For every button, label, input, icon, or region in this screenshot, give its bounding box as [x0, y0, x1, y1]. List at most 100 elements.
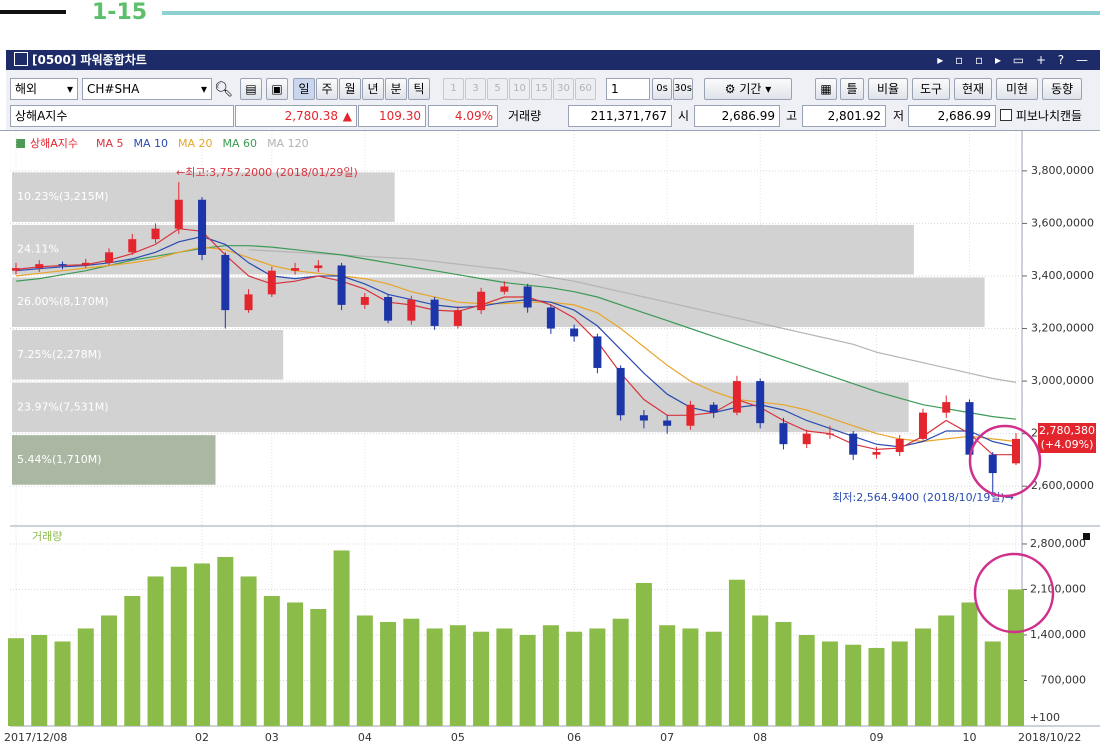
option-checkbox[interactable]: 피보나치캔들 — [1000, 107, 1082, 124]
volume-profile-bar — [12, 330, 284, 380]
quote-name: 상해A지수 — [10, 105, 234, 127]
volume-bar — [961, 602, 978, 726]
option-label: 피보나치캔들 — [1015, 109, 1083, 123]
legend-entry: MA 20 — [178, 137, 213, 150]
symbol: CH#SHA — [87, 82, 140, 96]
legend-entry: MA 60 — [223, 137, 258, 150]
interval-button[interactable]: 1 — [443, 78, 464, 100]
legend-entry: 상해A지수 — [30, 136, 78, 150]
volume-bar — [1008, 589, 1024, 726]
candle-body — [477, 291, 486, 311]
candle-body — [174, 199, 183, 229]
x-tick-label: 2018/10/22 — [1018, 731, 1081, 744]
y-tick-label: 3,200,0000 — [1031, 322, 1094, 335]
volume-profile-label: 10.23%(3,215M) — [17, 190, 109, 203]
tool-button[interactable]: 현재 — [954, 78, 992, 100]
period-button[interactable]: 주 — [316, 78, 338, 100]
candle-body — [337, 265, 346, 305]
period-button[interactable]: 틱 — [408, 78, 430, 100]
interval-button[interactable]: 30 — [553, 78, 574, 100]
search-button[interactable]: 🔍︎ — [214, 80, 234, 98]
tool-button[interactable]: 틀 — [840, 78, 864, 100]
candle-body — [872, 452, 881, 455]
count-input[interactable]: 1 — [606, 78, 650, 100]
tool-button[interactable]: 도구 — [912, 78, 950, 100]
quote-change-pct: 4.09% — [428, 105, 498, 127]
tool-button[interactable]: 미현 — [996, 78, 1038, 100]
window-titlebar: [0500] 파워종합차트 ▸ ▫ ▫ ▸ ▭ + ? — — [6, 50, 1100, 70]
candle-body — [732, 381, 741, 413]
candle-body — [965, 402, 974, 455]
volume-bar — [333, 550, 350, 726]
candle-body — [198, 199, 207, 255]
volume-bar — [217, 556, 234, 726]
window-title: [0500] 파워종합차트 — [32, 53, 147, 67]
candle-body — [12, 268, 20, 271]
legend-entry: MA 5 — [96, 137, 124, 150]
volume-bar — [77, 628, 94, 726]
volume-profile-label: 5.44%(1,710M) — [17, 453, 102, 466]
seconds-button[interactable]: 0s — [652, 78, 672, 100]
interval-button[interactable]: 3 — [465, 78, 486, 100]
x-tick-label: 2017/12/08 — [4, 731, 67, 744]
pane-marker — [1083, 533, 1090, 540]
volume-bar — [124, 595, 141, 726]
candle-body — [593, 336, 602, 368]
volume-profile-label: 7.25%(2,278M) — [17, 348, 102, 361]
period-button[interactable]: 월 — [339, 78, 361, 100]
load-button[interactable]: ▣ — [266, 78, 288, 100]
quote-open: 2,686.99 — [694, 105, 780, 127]
legend-icon — [16, 139, 25, 148]
legend-entry: 거래량 — [32, 530, 62, 543]
volume-bar — [310, 608, 327, 726]
low-annotation: 최저:2,564.9400 (2018/10/19일)→ — [832, 490, 1014, 504]
period-button[interactable]: 일 — [293, 78, 315, 100]
volume-bar — [54, 641, 71, 726]
high-annotation: ←최고:3,757.2000 (2018/01/29일) — [176, 165, 358, 179]
candle-body — [105, 252, 114, 263]
period-button[interactable]: 분 — [385, 78, 407, 100]
market-select[interactable]: 해외 ▾ — [10, 78, 78, 100]
candle-body — [988, 454, 997, 474]
x-tick-label: 03 — [265, 731, 279, 744]
save-button[interactable]: ▤ — [240, 78, 262, 100]
x-tick-label: 06 — [567, 731, 581, 744]
interval-button[interactable]: 5 — [487, 78, 508, 100]
y-tick-label: 3,800,0000 — [1031, 164, 1094, 177]
quote-high: 2,801.92 — [802, 105, 886, 127]
volume-bar — [705, 631, 722, 726]
interval-button[interactable]: 60 — [575, 78, 596, 100]
y-tick-label: 3,400,0000 — [1031, 269, 1094, 282]
seconds-button[interactable]: 30s — [673, 78, 693, 100]
interval-button[interactable]: 15 — [531, 78, 552, 100]
volume-profile-bar — [12, 277, 985, 328]
chart-icon-button[interactable]: ▦ — [815, 78, 837, 100]
candle-body — [430, 299, 439, 326]
volume-bar — [891, 641, 908, 726]
x-tick-label: 07 — [660, 731, 674, 744]
volume-bar — [403, 618, 420, 726]
volume-bar — [775, 621, 792, 726]
interval-button[interactable]: 10 — [509, 78, 530, 100]
range-button[interactable]: ⚙ 기간 ▾ — [704, 78, 792, 100]
y-tick-label: 3,000,0000 — [1031, 374, 1094, 387]
candle-body — [616, 367, 625, 416]
candle-body — [267, 270, 276, 295]
candle-body — [35, 264, 44, 269]
tool-button[interactable]: 비율 — [868, 78, 908, 100]
tool-button[interactable]: 동향 — [1042, 78, 1082, 100]
highlight-circle — [968, 424, 1042, 498]
candle-body — [686, 404, 695, 426]
y-tick-label: 2,800,000 — [1030, 537, 1086, 550]
volume-bar — [612, 618, 629, 726]
volume-bar — [473, 631, 490, 726]
period-button[interactable]: 년 — [362, 78, 384, 100]
candle-body — [453, 310, 462, 326]
quote-low: 2,686.99 — [908, 105, 996, 127]
candle-body — [709, 404, 718, 413]
symbol-select[interactable]: CH#SHA ▾ — [82, 78, 212, 100]
candle-body — [849, 433, 858, 455]
high-label: 고 — [786, 109, 798, 123]
volume-bar — [659, 625, 676, 726]
section-number: 1-15 — [92, 0, 148, 25]
